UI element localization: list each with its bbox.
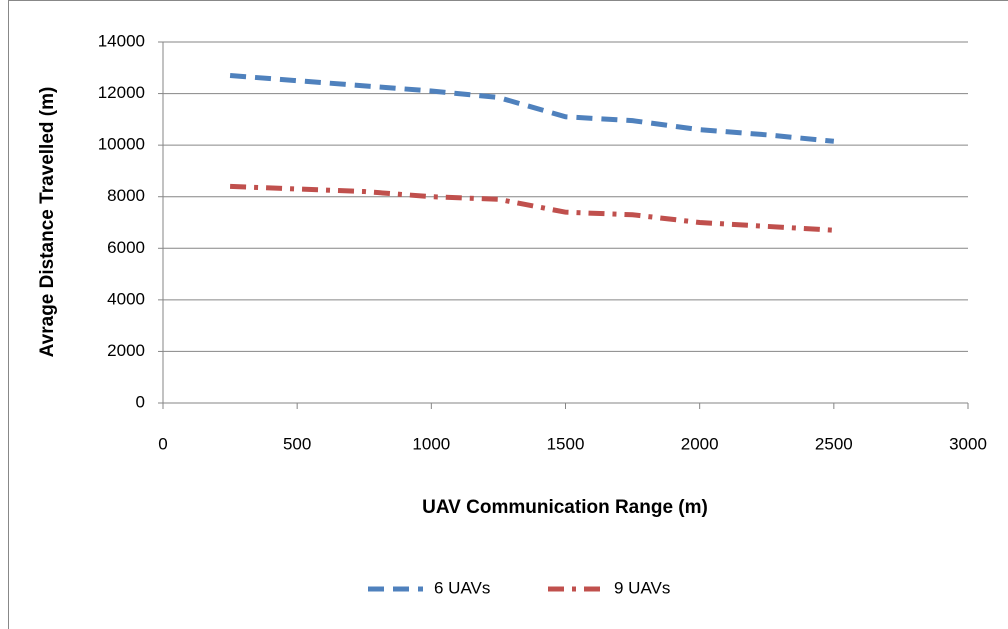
y-tick-label: 10000 <box>98 135 145 154</box>
y-tick-label: 8000 <box>107 186 145 205</box>
y-axis-title: Avrage Distance Travelled (m) <box>37 87 58 358</box>
series-line <box>229 183 834 233</box>
x-tick-label: 1500 <box>547 434 585 453</box>
y-tick-label: 6000 <box>107 238 145 257</box>
y-tick-label: 12000 <box>98 83 145 102</box>
series-line <box>229 73 835 144</box>
legend-label: 6 UAVs <box>434 578 490 597</box>
x-tick-label: 2500 <box>815 434 853 453</box>
y-tick-label: 4000 <box>107 289 145 308</box>
x-tick-label: 3000 <box>949 434 987 453</box>
x-axis-title: UAV Communication Range (m) <box>422 497 708 518</box>
y-tick-label: 2000 <box>107 341 145 360</box>
x-tick-label: 1000 <box>412 434 450 453</box>
legend-label: 9 UAVs <box>614 578 670 597</box>
x-tick-label: 500 <box>283 434 311 453</box>
x-tick-label: 2000 <box>681 434 719 453</box>
y-tick-label: 0 <box>136 392 145 411</box>
x-tick-label: 0 <box>158 434 167 453</box>
chart-frame <box>8 0 1008 629</box>
y-tick-label: 14000 <box>98 31 145 50</box>
